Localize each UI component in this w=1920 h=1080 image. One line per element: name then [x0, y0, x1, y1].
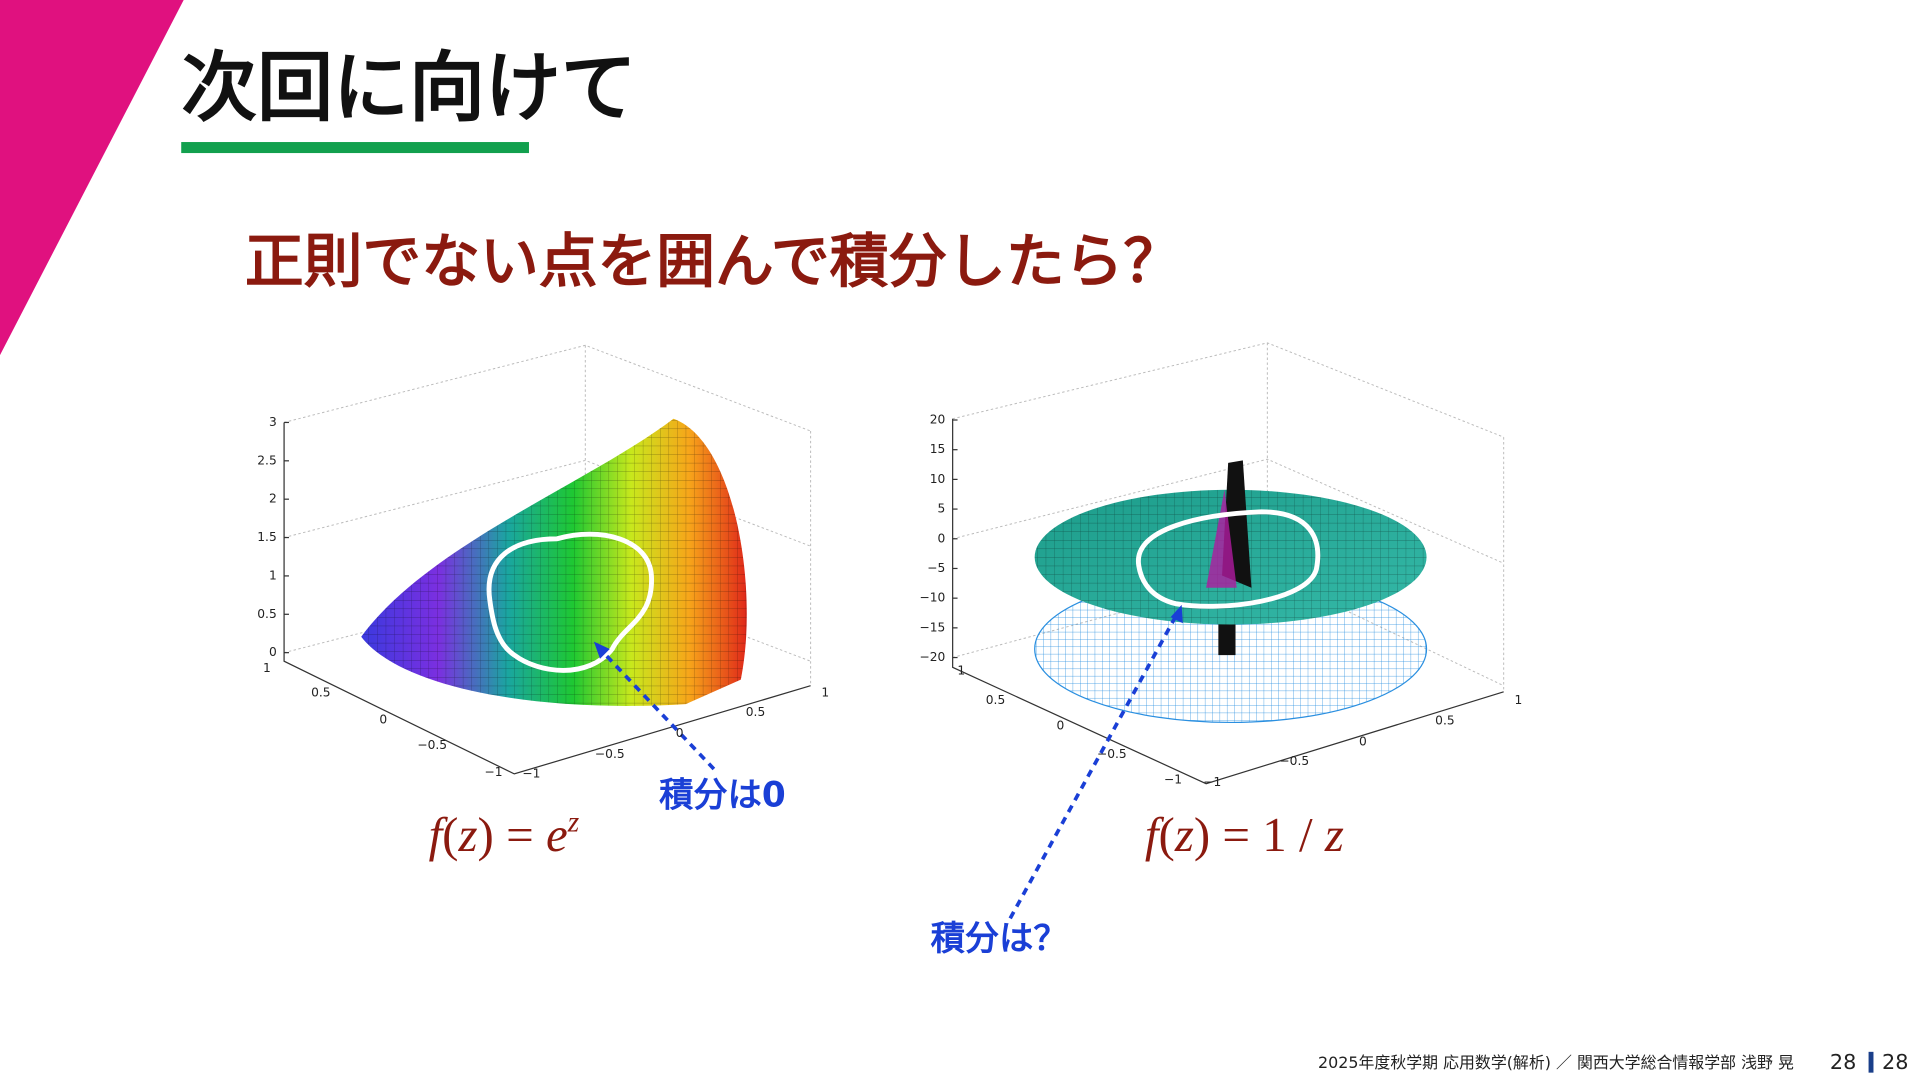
- title-underline: [181, 142, 529, 154]
- y-tick-label: −0.5: [1279, 754, 1309, 768]
- y-tick-label: 1: [1514, 693, 1522, 707]
- y-tick-label: 0.5: [746, 705, 765, 719]
- z-tick-label: 0: [269, 645, 277, 659]
- formula-part: z: [1174, 807, 1194, 862]
- y-tick-label: 0: [1359, 735, 1367, 749]
- formula-part: z: [567, 806, 580, 838]
- z-tick-label: −5: [927, 561, 945, 575]
- x-tick-label: −0.5: [417, 738, 447, 752]
- formula-part: z: [457, 807, 477, 862]
- x-tick-label: −0.5: [1097, 747, 1127, 761]
- page-number: 28: [1830, 1050, 1856, 1074]
- y-tick-label: 0: [676, 726, 684, 740]
- z-tick-label: 1: [269, 568, 277, 582]
- z-tick-label: 0: [938, 531, 946, 545]
- y-tick-label: −1: [522, 766, 540, 780]
- title: 次回に向けて: [181, 44, 636, 132]
- contour: [1136, 509, 1321, 609]
- formula-part: ) = 1 /: [1194, 807, 1325, 862]
- annotation: 積分は？: [931, 919, 1068, 959]
- arrow-head: [593, 641, 610, 659]
- y-tick-label: 1: [821, 686, 829, 700]
- x-tick-label: 0.5: [986, 693, 1005, 707]
- arrow: [598, 647, 716, 771]
- arrow-head: [1170, 604, 1183, 624]
- plot-2-box: [952, 342, 1505, 785]
- x-tick-label: −1: [1164, 773, 1182, 787]
- z-tick-label: 2.5: [257, 453, 276, 467]
- x-tick-label: 0: [379, 713, 387, 727]
- z-tick-label: 10: [930, 472, 946, 486]
- z-tick-label: −20: [919, 650, 945, 664]
- z-tick-label: 1.5: [257, 530, 276, 544]
- formula: f(z) = 1 / z: [1145, 807, 1344, 862]
- z-tick-label: 0.5: [257, 607, 276, 621]
- x-tick-label: 1: [957, 664, 965, 678]
- subtitle: 正則でない点を囲んで積分したら？: [245, 227, 1182, 296]
- z-tick-label: 2: [269, 492, 277, 506]
- x-tick-label: 0.5: [311, 686, 330, 700]
- arrow: [1008, 611, 1180, 920]
- footer-course: 2025年度秋学期 応用数学(解析) ／ 関西大学総合情報学部 浅野 晃: [1318, 1053, 1794, 1072]
- x-tick-label: −1: [484, 765, 502, 779]
- z-tick-label: 15: [930, 442, 946, 456]
- z-tick-label: 20: [930, 413, 946, 427]
- z-tick-label: −10: [919, 591, 945, 605]
- z-tick-label: −15: [919, 620, 945, 634]
- contour: [486, 531, 654, 673]
- formula-part: ) =: [478, 807, 546, 862]
- formula-part: e: [546, 807, 568, 862]
- spike-color: [1206, 489, 1237, 588]
- x-tick-label: 0: [1057, 719, 1065, 733]
- formula: f(z) = ez: [429, 806, 580, 862]
- formula-part: (: [442, 807, 458, 862]
- formula-part: z: [1324, 807, 1344, 862]
- page-total: 28: [1882, 1050, 1908, 1074]
- formula-part: (: [1159, 807, 1175, 862]
- x-tick-label: 1: [263, 661, 271, 675]
- corner-accent: [0, 0, 184, 356]
- y-tick-label: 0.5: [1435, 714, 1454, 728]
- page-separator: [1868, 1051, 1874, 1073]
- z-tick-label: 5: [938, 502, 946, 516]
- z-tick-label: 3: [269, 415, 277, 429]
- surface-mesh: [361, 418, 747, 706]
- annotation: 積分は0: [659, 776, 786, 816]
- y-tick-label: −1: [1203, 775, 1221, 789]
- y-tick-label: −0.5: [595, 747, 625, 761]
